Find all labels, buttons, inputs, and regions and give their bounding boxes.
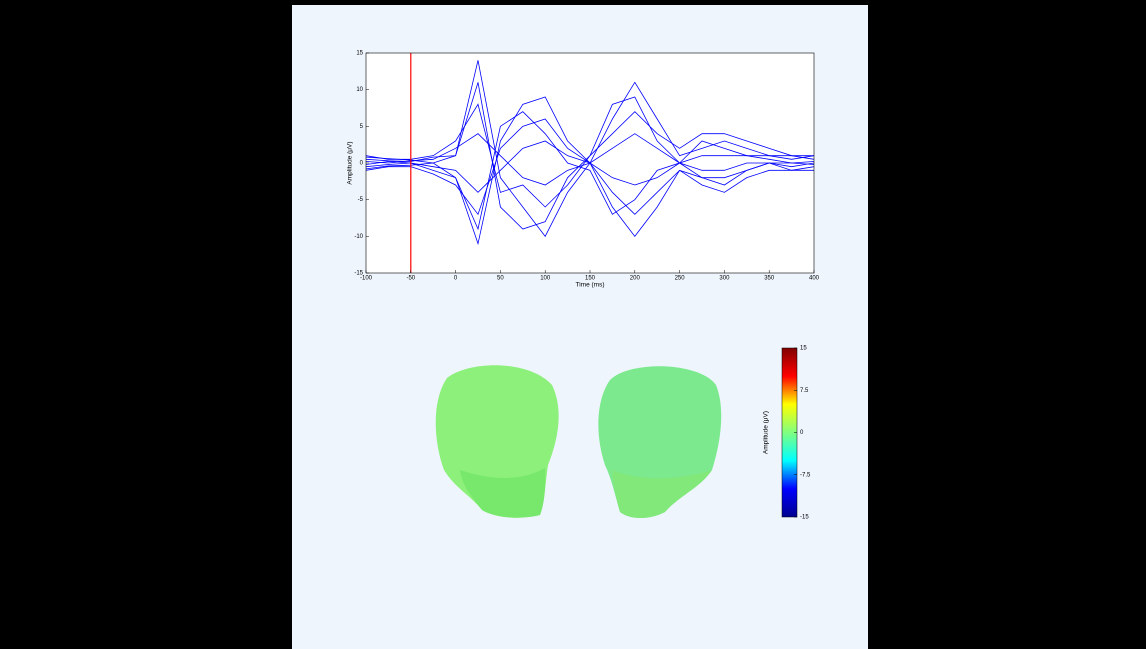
y-tick-label: 15 (356, 51, 363, 57)
x-tick-label: 150 (585, 276, 596, 282)
y-axis-label: Amplitude (μV) (347, 141, 354, 184)
y-tick-label: -15 (354, 271, 363, 277)
x-tick-label: -50 (406, 276, 415, 282)
x-tick-label: 50 (497, 276, 504, 282)
page: {"chart_data": [ {"type": "line", "xlabe… (0, 0, 1146, 649)
x-tick-label: 100 (540, 276, 551, 282)
x-tick-label: 250 (675, 276, 686, 282)
x-axis-label: Time (ms) (575, 282, 604, 289)
colorbar-tick-label: -15 (800, 515, 809, 521)
colorbar-tick-label: -7.5 (800, 472, 811, 478)
x-tick-label: 350 (764, 276, 775, 282)
x-tick-label: 200 (630, 276, 641, 282)
colorbar-label: Amplitude (μV) (763, 411, 770, 454)
x-tick-label: 300 (719, 276, 730, 282)
y-tick-label: -5 (358, 197, 364, 203)
y-tick-label: -10 (354, 234, 363, 240)
colorbar-tick-label: 15 (800, 346, 807, 352)
y-tick-label: 10 (356, 87, 363, 93)
figure: -100-50050100150200250300350400-15-10-50… (0, 0, 1146, 649)
colorbar-tick-label: 7.5 (800, 388, 809, 394)
x-tick-label: 400 (809, 276, 820, 282)
